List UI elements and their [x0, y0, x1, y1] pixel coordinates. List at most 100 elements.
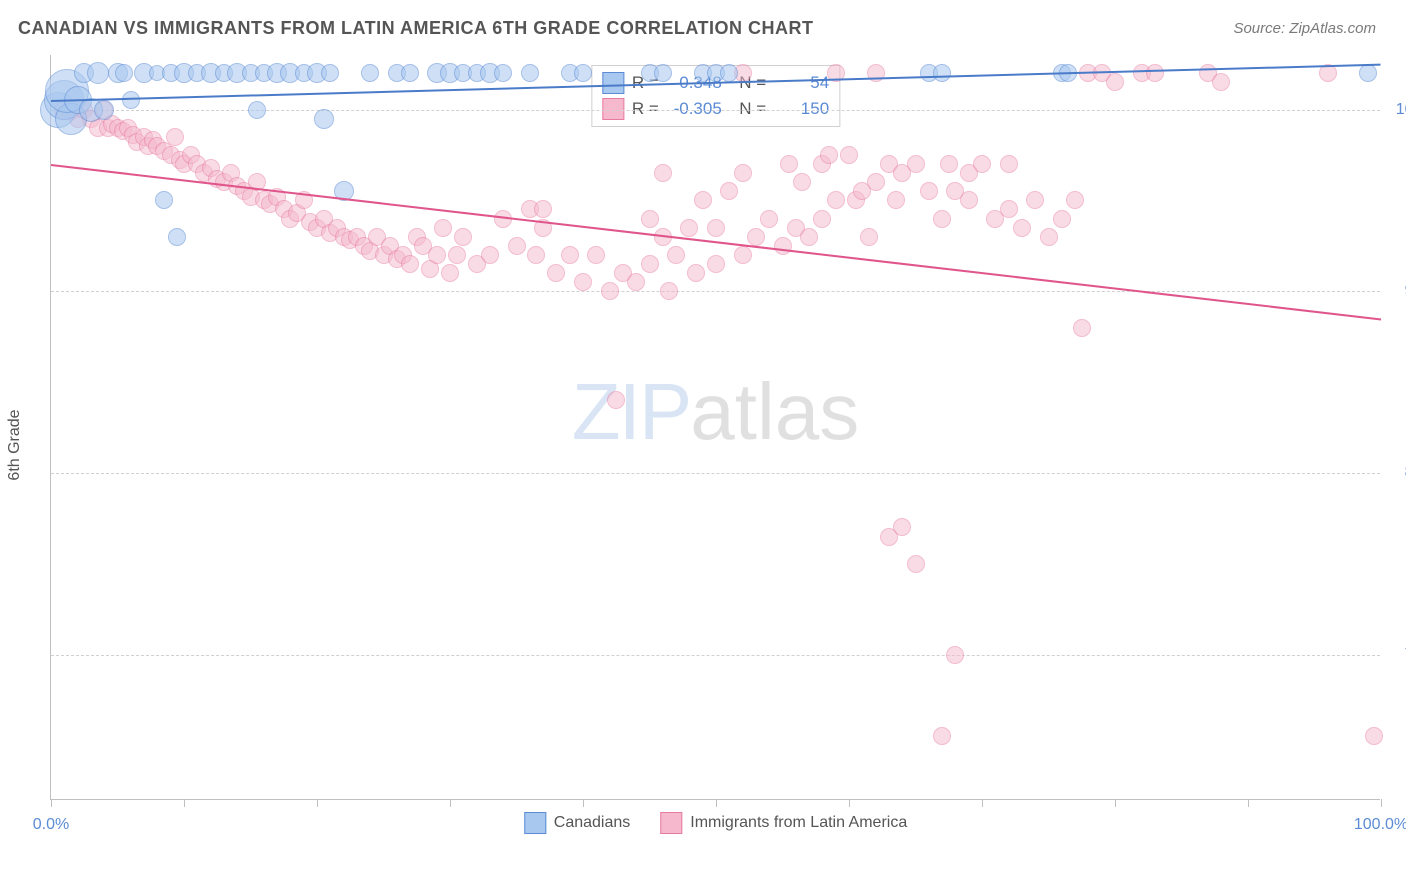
scatter-point — [694, 191, 712, 209]
scatter-point — [428, 246, 446, 264]
scatter-point — [441, 264, 459, 282]
scatter-point — [907, 555, 925, 573]
legend-item-immigrants: Immigrants from Latin America — [660, 812, 907, 834]
scatter-point — [680, 219, 698, 237]
scatter-point — [793, 173, 811, 191]
scatter-point — [481, 246, 499, 264]
scatter-point — [920, 182, 938, 200]
scatter-point — [94, 100, 114, 120]
trend-line — [51, 164, 1381, 320]
scatter-point — [1040, 228, 1058, 246]
legend-swatch-icon — [524, 812, 546, 834]
scatter-point — [534, 200, 552, 218]
scatter-point — [707, 219, 725, 237]
x-tick — [1248, 799, 1249, 807]
scatter-point — [840, 146, 858, 164]
scatter-point — [800, 228, 818, 246]
scatter-point — [1106, 73, 1124, 91]
scatter-point — [827, 191, 845, 209]
plot-area: ZIPatlas R = 0.348 N = 54 R = -0.305 N =… — [50, 55, 1380, 800]
watermark: ZIPatlas — [572, 366, 859, 458]
scatter-point — [401, 64, 419, 82]
x-tick — [583, 799, 584, 807]
scatter-point — [667, 246, 685, 264]
x-tick-label: 100.0% — [1354, 816, 1406, 834]
legend-swatch-icon — [660, 812, 682, 834]
scatter-point — [1073, 319, 1091, 337]
chart-title: CANADIAN VS IMMIGRANTS FROM LATIN AMERIC… — [18, 18, 813, 39]
scatter-point — [122, 91, 140, 109]
scatter-point — [654, 64, 672, 82]
watermark-atlas: atlas — [690, 367, 859, 456]
legend-item-canadians: Canadians — [524, 812, 631, 834]
gridline — [51, 291, 1380, 292]
scatter-point — [907, 155, 925, 173]
scatter-point — [867, 173, 885, 191]
scatter-point — [940, 155, 958, 173]
scatter-point — [166, 128, 184, 146]
scatter-point — [401, 255, 419, 273]
scatter-point — [933, 64, 951, 82]
scatter-point — [1359, 64, 1377, 82]
scatter-point — [933, 210, 951, 228]
scatter-point — [813, 210, 831, 228]
scatter-point — [641, 255, 659, 273]
scatter-point — [448, 246, 466, 264]
legend-bottom: Canadians Immigrants from Latin America — [524, 812, 907, 834]
scatter-point — [314, 109, 334, 129]
scatter-point — [774, 237, 792, 255]
scatter-point — [654, 164, 672, 182]
scatter-point — [574, 273, 592, 291]
scatter-point — [527, 246, 545, 264]
scatter-point — [508, 237, 526, 255]
y-tick-label: 100.0% — [1390, 101, 1406, 119]
scatter-point — [734, 246, 752, 264]
scatter-point — [747, 228, 765, 246]
scatter-point — [1212, 73, 1230, 91]
scatter-point — [1013, 219, 1031, 237]
chart-container: 6th Grade ZIPatlas R = 0.348 N = 54 R = … — [50, 55, 1380, 835]
scatter-point — [547, 264, 565, 282]
x-tick — [184, 799, 185, 807]
scatter-point — [361, 64, 379, 82]
scatter-point — [607, 391, 625, 409]
x-tick-label: 0.0% — [33, 816, 69, 834]
scatter-point — [561, 246, 579, 264]
scatter-point — [860, 228, 878, 246]
scatter-point — [115, 64, 133, 82]
legend-label-immigrants: Immigrants from Latin America — [690, 814, 907, 832]
x-tick — [849, 799, 850, 807]
gridline — [51, 655, 1380, 656]
scatter-point — [601, 282, 619, 300]
scatter-point — [587, 246, 605, 264]
scatter-point — [687, 264, 705, 282]
scatter-point — [933, 727, 951, 745]
scatter-point — [820, 146, 838, 164]
scatter-point — [707, 255, 725, 273]
scatter-point — [87, 62, 109, 84]
scatter-point — [1146, 64, 1164, 82]
x-tick — [51, 799, 52, 807]
scatter-point — [641, 210, 659, 228]
scatter-point — [454, 228, 472, 246]
scatter-point — [720, 64, 738, 82]
scatter-point — [1365, 727, 1383, 745]
scatter-point — [1053, 210, 1071, 228]
scatter-point — [1000, 200, 1018, 218]
x-tick — [716, 799, 717, 807]
scatter-point — [1066, 191, 1084, 209]
chart-source: Source: ZipAtlas.com — [1233, 20, 1376, 37]
scatter-point — [1026, 191, 1044, 209]
scatter-point — [155, 191, 173, 209]
scatter-point — [521, 64, 539, 82]
y-tick-label: 80.0% — [1390, 464, 1406, 482]
gridline — [51, 473, 1380, 474]
scatter-point — [321, 64, 339, 82]
x-tick — [982, 799, 983, 807]
scatter-point — [1000, 155, 1018, 173]
x-tick — [1115, 799, 1116, 807]
scatter-point — [574, 64, 592, 82]
scatter-point — [720, 182, 738, 200]
scatter-point — [660, 282, 678, 300]
x-tick — [1381, 799, 1382, 807]
